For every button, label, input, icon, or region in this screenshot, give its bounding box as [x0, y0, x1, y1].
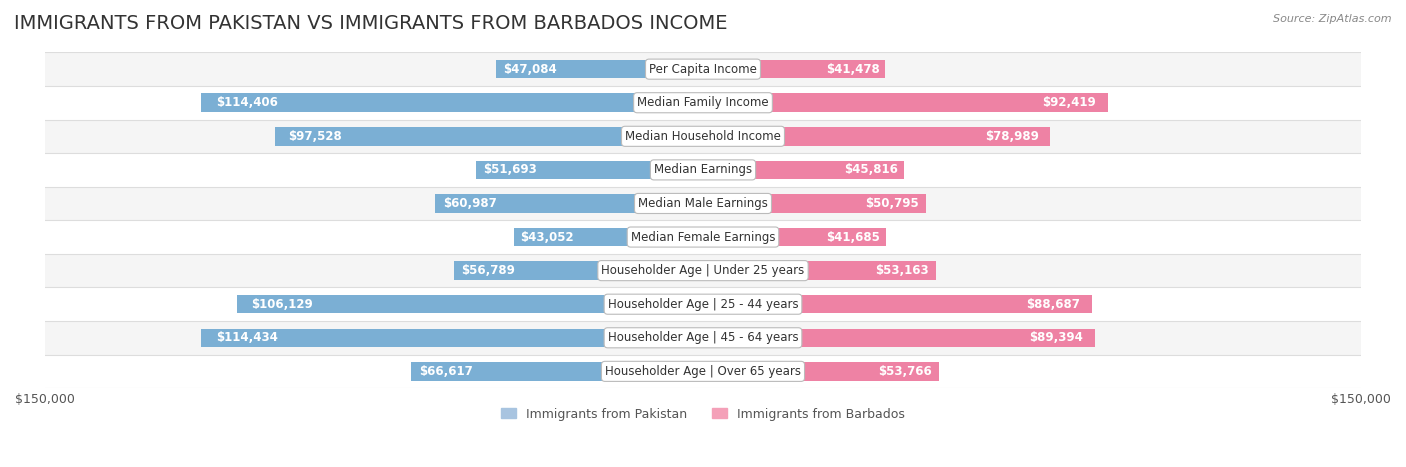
Bar [515, 228, 703, 246]
Text: $78,989: $78,989 [986, 130, 1039, 143]
Text: Median Earnings: Median Earnings [654, 163, 752, 177]
Text: Householder Age | Over 65 years: Householder Age | Over 65 years [605, 365, 801, 378]
Text: $53,163: $53,163 [876, 264, 929, 277]
Bar [436, 194, 703, 212]
Text: $41,685: $41,685 [827, 231, 880, 244]
Bar [703, 295, 1092, 313]
Bar [45, 153, 1361, 187]
Bar [201, 329, 703, 347]
Bar [703, 362, 939, 381]
Bar [201, 93, 703, 112]
Bar [45, 254, 1361, 287]
Text: Median Household Income: Median Household Income [626, 130, 780, 143]
Text: $53,766: $53,766 [879, 365, 932, 378]
Bar [703, 329, 1095, 347]
Text: Median Family Income: Median Family Income [637, 96, 769, 109]
Bar [477, 161, 703, 179]
Text: $97,528: $97,528 [288, 130, 342, 143]
Text: $43,052: $43,052 [520, 231, 574, 244]
Text: $56,789: $56,789 [461, 264, 515, 277]
Bar [703, 228, 886, 246]
Text: $60,987: $60,987 [443, 197, 498, 210]
Bar [45, 52, 1361, 86]
Text: IMMIGRANTS FROM PAKISTAN VS IMMIGRANTS FROM BARBADOS INCOME: IMMIGRANTS FROM PAKISTAN VS IMMIGRANTS F… [14, 14, 727, 33]
Bar [45, 287, 1361, 321]
Text: $66,617: $66,617 [419, 365, 474, 378]
Bar [45, 120, 1361, 153]
Text: $89,394: $89,394 [1029, 331, 1084, 344]
Bar [238, 295, 703, 313]
Bar [411, 362, 703, 381]
Text: $88,687: $88,687 [1026, 297, 1080, 311]
Text: $41,478: $41,478 [825, 63, 880, 76]
Legend: Immigrants from Pakistan, Immigrants from Barbados: Immigrants from Pakistan, Immigrants fro… [496, 403, 910, 425]
Bar [45, 86, 1361, 120]
Text: $106,129: $106,129 [252, 297, 314, 311]
Bar [703, 93, 1108, 112]
Text: Householder Age | 45 - 64 years: Householder Age | 45 - 64 years [607, 331, 799, 344]
Bar [45, 220, 1361, 254]
Bar [703, 194, 925, 212]
Bar [703, 161, 904, 179]
Bar [496, 60, 703, 78]
Bar [703, 60, 884, 78]
Text: Source: ZipAtlas.com: Source: ZipAtlas.com [1274, 14, 1392, 24]
Text: $47,084: $47,084 [502, 63, 557, 76]
Text: Median Female Earnings: Median Female Earnings [631, 231, 775, 244]
Text: $50,795: $50,795 [866, 197, 920, 210]
Text: $45,816: $45,816 [844, 163, 898, 177]
Bar [703, 127, 1049, 146]
Text: $51,693: $51,693 [484, 163, 537, 177]
Bar [45, 187, 1361, 220]
Text: Per Capita Income: Per Capita Income [650, 63, 756, 76]
Text: $92,419: $92,419 [1042, 96, 1097, 109]
Text: Householder Age | Under 25 years: Householder Age | Under 25 years [602, 264, 804, 277]
Bar [45, 321, 1361, 354]
Text: Householder Age | 25 - 44 years: Householder Age | 25 - 44 years [607, 297, 799, 311]
Text: $114,406: $114,406 [217, 96, 278, 109]
Bar [45, 354, 1361, 388]
Text: $114,434: $114,434 [217, 331, 278, 344]
Text: Median Male Earnings: Median Male Earnings [638, 197, 768, 210]
Bar [276, 127, 703, 146]
Bar [703, 262, 936, 280]
Bar [454, 262, 703, 280]
